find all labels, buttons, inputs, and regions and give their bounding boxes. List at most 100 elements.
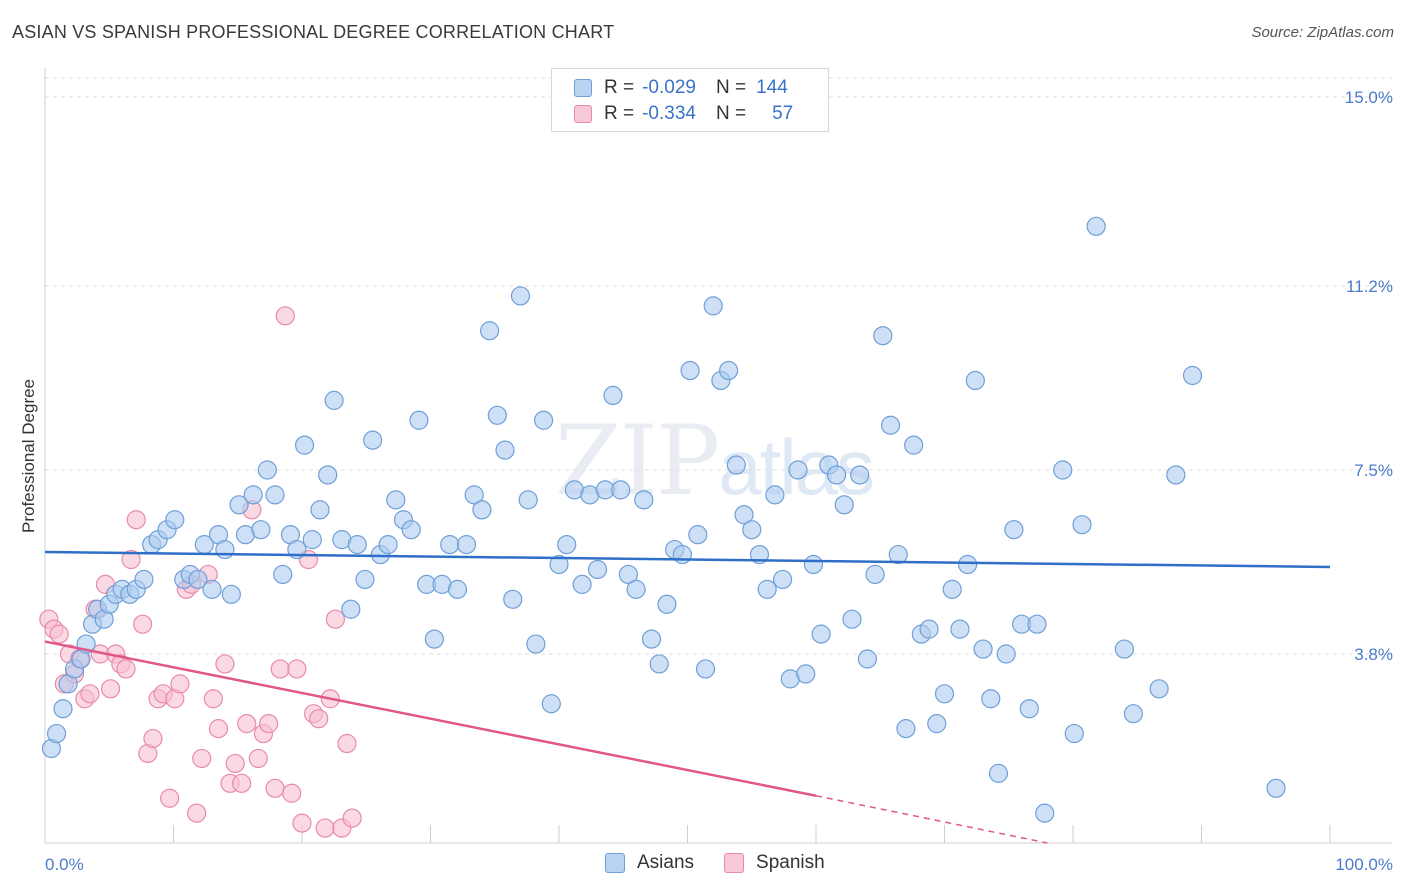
asian-point (341, 599, 361, 619)
asian-point (302, 530, 322, 550)
bottom-legend-spanish: Spanish (724, 852, 825, 874)
asian-point (265, 485, 285, 505)
y-tick-label: 15.0% (1345, 88, 1393, 107)
asian-point (472, 500, 492, 520)
legend-r-value-spanish: -0.334 (642, 103, 696, 124)
legend-row-spanish: R = -0.334 N = 57 (574, 101, 793, 127)
asian-point (480, 321, 500, 341)
asian-point (363, 430, 383, 450)
tick-labels: 3.8% 7.5% 11.2% 15.0% 0.0% 100.0% (45, 88, 1393, 874)
asian-point (904, 435, 924, 455)
asian-point (526, 634, 546, 654)
asian-point (1266, 778, 1286, 798)
spanish-point (258, 714, 279, 734)
spanish-point (49, 624, 69, 644)
spanish-point (282, 783, 302, 803)
spanish-point (337, 733, 357, 754)
asian-point (996, 644, 1016, 664)
asian-point (310, 500, 330, 520)
asian-point (672, 544, 692, 565)
legend-r-label: R = (604, 77, 635, 98)
asian-point (318, 465, 338, 485)
legend: R = -0.029 N = 144 R = -0.334 N = 57 (551, 68, 829, 132)
chart-title: ASIAN VS SPANISH PROFESSIONAL DEGREE COR… (12, 22, 615, 42)
spanish-point (315, 818, 335, 838)
asian-point (541, 694, 561, 714)
asian-point (749, 544, 770, 565)
spanish-point (192, 748, 212, 769)
spanish-point (170, 674, 190, 694)
asian-point (950, 619, 970, 639)
asian-point (880, 415, 901, 435)
spanish-point (160, 788, 180, 808)
asian-point (347, 534, 367, 555)
asian-points (41, 216, 1286, 823)
legend-n-label: N = (715, 77, 747, 98)
asian-point (734, 505, 754, 525)
asian-point (188, 569, 208, 590)
asian-point (324, 390, 344, 410)
asian-point (424, 629, 444, 649)
trend-lines (44, 550, 1331, 844)
asian-point (965, 370, 985, 391)
asian-point (46, 723, 67, 744)
spanish-point (287, 659, 307, 679)
asian-point (257, 460, 277, 480)
asian-point (958, 554, 978, 575)
asian-point (549, 554, 569, 575)
asian-point (409, 410, 429, 430)
asian-point (726, 455, 746, 475)
asian-point (765, 485, 785, 505)
asian-point (401, 520, 421, 540)
y-tick-label: 11.2% (1346, 277, 1393, 296)
spanish-point (342, 808, 362, 828)
y-tick-label: 3.8% (1354, 645, 1393, 664)
asian-point (1072, 515, 1092, 535)
bottom-legend-label-spanish: Spanish (756, 852, 825, 873)
asian-point (942, 579, 962, 599)
spanish-point (80, 684, 100, 704)
spanish-point (225, 753, 245, 774)
spanish-point (143, 728, 163, 749)
asian-point (1182, 365, 1203, 386)
asian-point (1035, 803, 1055, 823)
legend-n-label: N = (715, 103, 747, 124)
asian-point (934, 684, 955, 704)
asian-point (503, 589, 523, 609)
asian-point (1004, 520, 1024, 540)
asian-point (857, 649, 878, 669)
y-tick-label: 7.5% (1354, 461, 1393, 480)
asian-point (1053, 460, 1073, 480)
spanish-point (126, 510, 146, 530)
spanish-point (208, 719, 229, 739)
asian-point (826, 465, 847, 485)
asian-point (626, 579, 646, 599)
asian-point (688, 525, 708, 545)
asian-point (557, 534, 577, 555)
asian-point (495, 440, 515, 460)
legend-swatch-asians (574, 79, 592, 97)
bottom-legend-asians: Asians (605, 852, 694, 874)
asian-point (1123, 704, 1143, 724)
asian-point (447, 579, 468, 599)
spanish-point (232, 773, 252, 793)
grid-lines (45, 77, 1392, 655)
asian-point (134, 569, 154, 590)
bottom-legend: Asians Spanish (605, 852, 855, 874)
spanish-point (215, 654, 235, 674)
spanish-point (265, 778, 285, 798)
asian-point (165, 510, 185, 530)
asian-point (510, 286, 531, 306)
asian-point (533, 410, 554, 430)
asian-point (202, 579, 222, 599)
asian-point (572, 574, 592, 594)
asian-point (378, 534, 398, 555)
spanish-point (121, 549, 141, 570)
asian-point (440, 534, 460, 555)
legend-n-value-spanish: 57 (772, 103, 794, 124)
asian-point (888, 544, 908, 565)
spanish-trend-extension (815, 795, 1048, 844)
legend-r-label: R = (604, 103, 635, 124)
spanish-point (275, 306, 295, 326)
